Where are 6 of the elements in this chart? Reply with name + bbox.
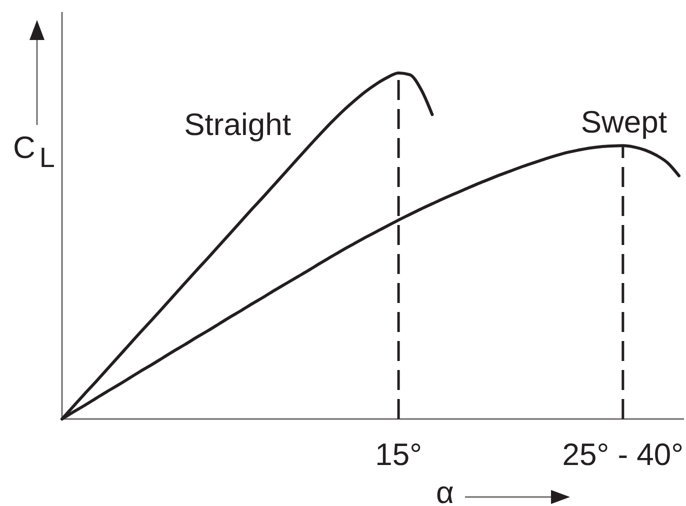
- x-tick-label: 25° - 40°: [562, 437, 684, 472]
- series-label: Swept: [580, 104, 668, 140]
- y-axis-title: C$_{L}$: [13, 130, 55, 174]
- series-label: Straight: [184, 107, 292, 142]
- x-axis-title: α: [436, 475, 454, 506]
- x-tick-label: 15°: [375, 437, 422, 472]
